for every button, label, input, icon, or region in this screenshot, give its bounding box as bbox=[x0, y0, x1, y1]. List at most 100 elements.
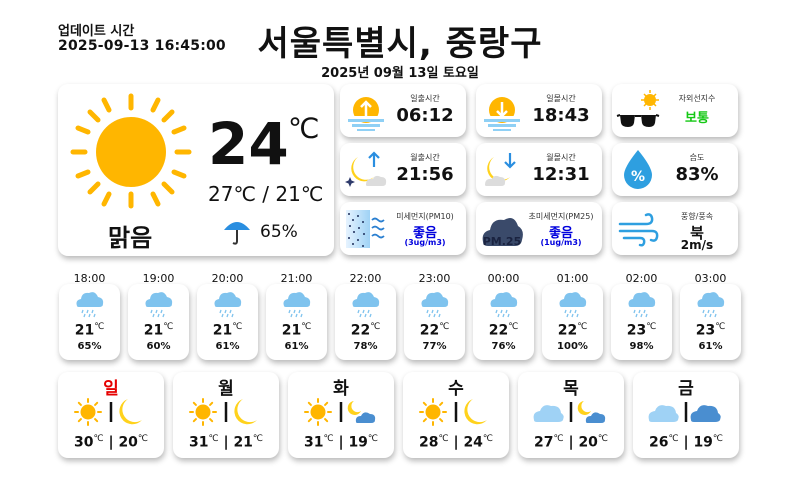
hourly-time: 21:00 bbox=[280, 272, 313, 285]
hourly-precip: 78% bbox=[353, 341, 378, 352]
hourly-temperature: 21℃ bbox=[212, 322, 243, 339]
rain-cloud-icon bbox=[283, 292, 311, 318]
hourly-precip: 60% bbox=[146, 341, 171, 352]
hourly-card: 21℃ 61% bbox=[266, 284, 327, 360]
hourly-time: 19:00 bbox=[142, 272, 175, 285]
sun-icon bbox=[304, 398, 332, 426]
hourly-card: 23℃ 61% bbox=[680, 284, 741, 360]
ultrafine-dust-value: 좋음 bbox=[549, 226, 573, 241]
update-time-value: 2025-09-13 16:45:00 bbox=[58, 38, 226, 54]
hourly-card: 21℃ 60% bbox=[128, 284, 189, 360]
hourly-precip: 98% bbox=[629, 341, 654, 352]
hourly-precip: 61% bbox=[698, 341, 723, 352]
sunset-icon bbox=[482, 97, 522, 131]
weekly-day-card: 금 26℃ | 19℃ bbox=[633, 372, 739, 458]
moon-cloud-icon bbox=[577, 401, 606, 423]
current-weather-card: 24 ℃ 27℃ / 21℃ 맑음 65% bbox=[58, 84, 334, 256]
hourly-precip: 76% bbox=[491, 341, 516, 352]
weekly-day-name: 금 bbox=[678, 379, 694, 399]
weekly-day-name: 수 bbox=[448, 379, 464, 399]
hourly-precip: 65% bbox=[77, 341, 102, 352]
cloud-icon bbox=[533, 405, 564, 422]
weekly-day-card: 수 28℃ | 24℃ bbox=[403, 372, 509, 458]
hourly-temperature: 21℃ bbox=[74, 322, 105, 339]
sunrise-card: 일출시간 06:12 bbox=[340, 84, 466, 137]
date-label: 2025년 09월 13일 토요일 bbox=[321, 66, 479, 81]
weekly-high-low: 31℃ | 19℃ bbox=[303, 434, 379, 451]
hourly-time: 18:00 bbox=[73, 272, 106, 285]
sunset-value: 18:43 bbox=[532, 105, 590, 126]
weekly-high-low: 28℃ | 24℃ bbox=[418, 434, 494, 451]
moon-icon bbox=[234, 399, 257, 425]
hourly-time: 23:00 bbox=[418, 272, 451, 285]
weekly-high-low: 31℃ | 21℃ bbox=[188, 434, 264, 451]
weekly-high-low: 27℃ | 20℃ bbox=[533, 434, 609, 451]
hourly-temperature: 22℃ bbox=[488, 322, 519, 339]
moonrise-title: 월출시간 bbox=[410, 153, 440, 162]
current-temperature: 24 bbox=[208, 110, 289, 178]
hourly-temperature: 22℃ bbox=[557, 322, 588, 339]
rain-cloud-icon bbox=[352, 292, 380, 318]
hourly-time: 22:00 bbox=[349, 272, 382, 285]
weekly-day-name: 일 bbox=[103, 379, 119, 399]
moonrise-value: 21:56 bbox=[396, 164, 454, 185]
svg-text:%: % bbox=[631, 169, 645, 185]
humidity-card: % 습도 83% bbox=[612, 143, 738, 196]
weekly-day-name: 월 bbox=[218, 379, 234, 399]
wind-speed: 2m/s bbox=[680, 238, 714, 252]
hourly-precip: 61% bbox=[284, 341, 309, 352]
sunset-card: 일몰시간 18:43 bbox=[476, 84, 602, 137]
ultrafine-dust-concentration: (1ug/m3) bbox=[540, 238, 582, 247]
moonset-title: 월몰시간 bbox=[546, 153, 576, 162]
moonset-value: 12:31 bbox=[532, 164, 590, 185]
uv-index-value: 보통 bbox=[685, 111, 709, 126]
hourly-temperature: 22℃ bbox=[350, 322, 381, 339]
fine-dust-value: 좋음 bbox=[413, 226, 437, 241]
hourly-time: 00:00 bbox=[487, 272, 520, 285]
current-temperature-unit: ℃ bbox=[288, 112, 320, 145]
sunrise-title: 일출시간 bbox=[410, 94, 440, 103]
rain-cloud-icon bbox=[628, 292, 656, 318]
hourly-card: 22℃ 77% bbox=[404, 284, 465, 360]
hourly-temperature: 21℃ bbox=[281, 322, 312, 339]
fine-dust-title: 미세먼지(PM10) bbox=[396, 212, 454, 221]
weekly-day-card: 목 27℃ | 20℃ bbox=[518, 372, 624, 458]
hourly-card: 22℃ 78% bbox=[335, 284, 396, 360]
weekly-high-low: 30℃ | 20℃ bbox=[73, 434, 149, 451]
rain-cloud-icon bbox=[145, 292, 173, 318]
hourly-temperature: 23℃ bbox=[695, 322, 726, 339]
weekly-day-card: 월 31℃ | 21℃ bbox=[173, 372, 279, 458]
hourly-precip: 77% bbox=[422, 341, 447, 352]
sunset-title: 일몰시간 bbox=[546, 94, 576, 103]
sun-icon bbox=[419, 398, 447, 426]
fine-dust-card: 미세먼지(PM10) 좋음 (3ug/m3) bbox=[340, 202, 466, 255]
rain-cloud-icon bbox=[421, 292, 449, 318]
humidity-drop-icon: % bbox=[624, 150, 652, 189]
moon-cloud-icon bbox=[347, 401, 376, 423]
humidity-value: 83% bbox=[675, 164, 719, 185]
sun-icon bbox=[70, 93, 192, 209]
uv-index-title: 자외선지수 bbox=[678, 94, 716, 103]
hourly-card: 21℃ 61% bbox=[197, 284, 258, 360]
fine-dust-concentration: (3ug/m3) bbox=[404, 238, 446, 247]
moonrise-card: 월출시간 21:56 bbox=[340, 143, 466, 196]
hourly-temperature: 21℃ bbox=[143, 322, 174, 339]
hourly-precip: 100% bbox=[557, 341, 588, 352]
hourly-precip: 61% bbox=[215, 341, 240, 352]
wind-direction: 북 bbox=[690, 224, 704, 242]
current-precip-probability: 65% bbox=[260, 222, 298, 242]
sunrise-value: 06:12 bbox=[396, 105, 454, 126]
location-title: 서울특별시, 중랑구 bbox=[257, 24, 543, 64]
humidity-title: 습도 bbox=[689, 153, 705, 162]
moonrise-icon bbox=[345, 151, 387, 187]
cloud-icon bbox=[690, 405, 721, 422]
weekly-day-card: 화 31℃ | 19℃ bbox=[288, 372, 394, 458]
wind-card: 풍향/풍속 북 2m/s bbox=[612, 202, 738, 255]
wind-title: 풍향/풍속 bbox=[680, 212, 714, 221]
hourly-time: 02:00 bbox=[625, 272, 658, 285]
umbrella-icon bbox=[224, 222, 250, 245]
rain-cloud-icon bbox=[76, 292, 104, 318]
sun-icon bbox=[189, 398, 217, 426]
hourly-card: 22℃ 100% bbox=[542, 284, 603, 360]
current-condition: 맑음 bbox=[108, 224, 153, 252]
